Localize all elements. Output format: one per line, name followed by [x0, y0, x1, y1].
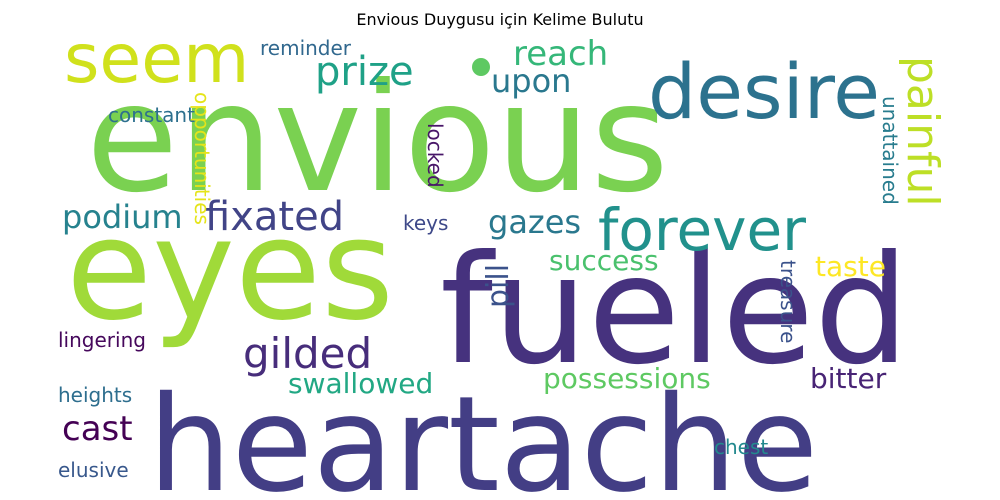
- word-success: success: [549, 244, 659, 277]
- word-envious: envious: [86, 52, 669, 226]
- word-swallowed: swallowed: [288, 367, 433, 400]
- chart-title: Envious Duygusu için Kelime Bulutu: [356, 10, 644, 29]
- dot-mark: [472, 58, 490, 76]
- word-lingering: lingering: [58, 328, 146, 352]
- word-locked: locked: [423, 123, 447, 188]
- word-fixated: fixated: [205, 194, 344, 240]
- word-prize: prize: [315, 49, 414, 95]
- word-pill: pill: [481, 264, 516, 308]
- word-taste: taste: [815, 250, 886, 283]
- word-forever: forever: [598, 196, 806, 264]
- word-heights: heights: [58, 383, 132, 407]
- word-opportunities: opportunities: [190, 92, 214, 225]
- word-constant: constant: [108, 103, 195, 127]
- word-gilded: gilded: [243, 329, 372, 378]
- word-desire: desire: [648, 47, 880, 136]
- word-bitter: bitter: [810, 362, 887, 395]
- word-treasure: treasure: [776, 260, 800, 343]
- word-gazes: gazes: [488, 203, 581, 241]
- word-chest: chest: [714, 435, 768, 459]
- word-keys: keys: [403, 211, 448, 235]
- word-painful: painful: [897, 56, 948, 207]
- word-unattained: unattained: [878, 96, 902, 205]
- word-cast: cast: [62, 409, 133, 449]
- word-reach: reach: [513, 34, 608, 74]
- word-reminder: reminder: [260, 36, 352, 60]
- word-seem: seem: [64, 20, 249, 99]
- word-fueled: fueled: [440, 224, 909, 398]
- word-eyes: eyes: [66, 189, 394, 352]
- word-upon: upon: [491, 62, 571, 100]
- word-heartache: heartache: [148, 368, 818, 500]
- word-elusive: elusive: [58, 458, 129, 482]
- word-podium: podium: [62, 198, 183, 236]
- word-possessions: possessions: [543, 362, 711, 395]
